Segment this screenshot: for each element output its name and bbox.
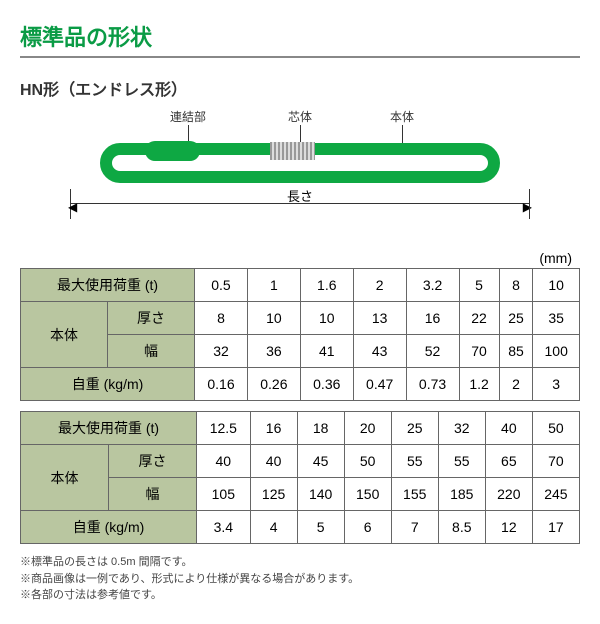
dimension-label: 長さ: [70, 186, 530, 205]
cell: 10: [533, 269, 580, 302]
cell: 16: [406, 302, 459, 335]
cell: 16: [250, 412, 297, 445]
cell: 25: [499, 302, 533, 335]
cell: 100: [533, 335, 580, 368]
cell: 20: [344, 412, 391, 445]
sling-diagram: 連結部 芯体 本体 ◀▶ 長さ: [40, 108, 560, 238]
sling-joint: [145, 141, 200, 161]
cell: 2: [353, 269, 406, 302]
dimension-line: ◀▶ 長さ: [70, 203, 530, 204]
spec-table-2: 最大使用荷重 (t)12.516182025324050本体厚さ40404550…: [20, 411, 580, 544]
cell: 0.73: [406, 368, 459, 401]
cell: 13: [353, 302, 406, 335]
footnote: ※商品画像は一例であり、形式により仕様が異なる場合があります。: [20, 571, 580, 588]
cell: 36: [247, 335, 300, 368]
cell: 155: [391, 478, 438, 511]
cell: 1.2: [459, 368, 499, 401]
spec-table-1: 最大使用荷重 (t)0.511.623.25810本体厚さ81010131622…: [20, 268, 580, 401]
cell: 0.47: [353, 368, 406, 401]
cell: 10: [247, 302, 300, 335]
cell: 40: [250, 445, 297, 478]
cell: 70: [532, 445, 579, 478]
row-header: 厚さ: [109, 445, 197, 478]
cell: 150: [344, 478, 391, 511]
cell: 22: [459, 302, 499, 335]
footnote: ※各部の寸法は参考値です。: [20, 587, 580, 604]
subtitle: HN形（エンドレス形）: [20, 76, 580, 100]
row-header: 自重 (kg/m): [21, 511, 197, 544]
row-header: 幅: [108, 335, 195, 368]
cell: 185: [438, 478, 485, 511]
cell: 3.4: [197, 511, 251, 544]
cell: 65: [485, 445, 532, 478]
cell: 50: [532, 412, 579, 445]
cell: 5: [459, 269, 499, 302]
cell: 0.16: [195, 368, 248, 401]
cell: 4: [250, 511, 297, 544]
sling-core: [270, 142, 315, 160]
cell: 8: [195, 302, 248, 335]
cell: 2: [499, 368, 533, 401]
cell: 52: [406, 335, 459, 368]
cell: 5: [297, 511, 344, 544]
cell: 43: [353, 335, 406, 368]
row-header: 幅: [109, 478, 197, 511]
label-body: 本体: [390, 110, 414, 124]
row-header: 最大使用荷重 (t): [21, 269, 195, 302]
cell: 8.5: [438, 511, 485, 544]
cell: 220: [485, 478, 532, 511]
footnote: ※標準品の長さは 0.5m 間隔です。: [20, 554, 580, 571]
row-header: 本体: [21, 445, 109, 511]
label-joint: 連結部: [170, 110, 206, 124]
page-title: 標準品の形状: [20, 20, 580, 58]
cell: 0.36: [300, 368, 353, 401]
cell: 12.5: [197, 412, 251, 445]
cell: 85: [499, 335, 533, 368]
cell: 55: [438, 445, 485, 478]
cell: 17: [532, 511, 579, 544]
cell: 45: [297, 445, 344, 478]
row-header: 厚さ: [108, 302, 195, 335]
cell: 25: [391, 412, 438, 445]
cell: 40: [197, 445, 251, 478]
cell: 1.6: [300, 269, 353, 302]
cell: 105: [197, 478, 251, 511]
cell: 6: [344, 511, 391, 544]
unit-label: (mm): [20, 250, 580, 266]
footnotes: ※標準品の長さは 0.5m 間隔です。※商品画像は一例であり、形式により仕様が異…: [20, 554, 580, 604]
cell: 32: [438, 412, 485, 445]
label-core: 芯体: [288, 110, 312, 124]
cell: 12: [485, 511, 532, 544]
cell: 3: [533, 368, 580, 401]
cell: 7: [391, 511, 438, 544]
cell: 50: [344, 445, 391, 478]
cell: 35: [533, 302, 580, 335]
cell: 70: [459, 335, 499, 368]
cell: 3.2: [406, 269, 459, 302]
row-header: 自重 (kg/m): [21, 368, 195, 401]
cell: 55: [391, 445, 438, 478]
cell: 140: [297, 478, 344, 511]
cell: 32: [195, 335, 248, 368]
cell: 8: [499, 269, 533, 302]
row-header: 最大使用荷重 (t): [21, 412, 197, 445]
cell: 40: [485, 412, 532, 445]
cell: 1: [247, 269, 300, 302]
cell: 18: [297, 412, 344, 445]
cell: 0.26: [247, 368, 300, 401]
cell: 10: [300, 302, 353, 335]
cell: 41: [300, 335, 353, 368]
row-header: 本体: [21, 302, 108, 368]
cell: 0.5: [195, 269, 248, 302]
cell: 245: [532, 478, 579, 511]
cell: 125: [250, 478, 297, 511]
